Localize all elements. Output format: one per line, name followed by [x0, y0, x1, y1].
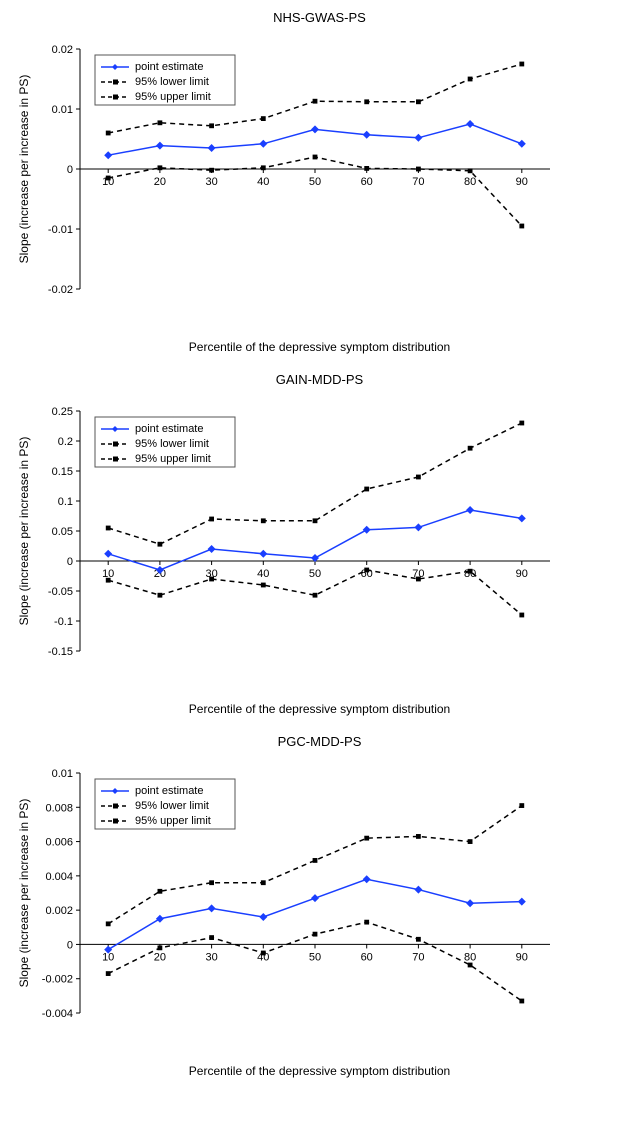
svg-text:point estimate: point estimate [135, 785, 203, 797]
charts-container: NHS-GWAS-PS-0.02-0.0100.010.021020304050… [10, 10, 629, 1078]
svg-text:0.006: 0.006 [45, 837, 73, 849]
svg-text:95% upper limit: 95% upper limit [135, 453, 211, 465]
svg-text:70: 70 [412, 176, 424, 188]
chart-svg: -0.15-0.1-0.0500.050.10.150.20.251020304… [10, 391, 570, 691]
svg-text:95% lower limit: 95% lower limit [135, 438, 209, 450]
svg-text:50: 50 [309, 176, 321, 188]
svg-text:0.15: 0.15 [52, 466, 73, 478]
svg-text:0.008: 0.008 [45, 802, 73, 814]
svg-text:40: 40 [257, 568, 269, 580]
chart-panel: NHS-GWAS-PS-0.02-0.0100.010.021020304050… [10, 10, 629, 354]
svg-text:0: 0 [67, 556, 73, 568]
svg-text:95% lower limit: 95% lower limit [135, 76, 209, 88]
svg-text:-0.15: -0.15 [48, 646, 73, 658]
svg-text:30: 30 [205, 176, 217, 188]
svg-text:0.25: 0.25 [52, 406, 73, 418]
x-axis-label: Percentile of the depressive symptom dis… [10, 1064, 629, 1078]
chart-svg: -0.004-0.00200.0020.0040.0060.0080.01102… [10, 753, 570, 1053]
svg-text:-0.05: -0.05 [48, 586, 73, 598]
svg-text:0.1: 0.1 [58, 496, 73, 508]
svg-text:Slope (increase per increase i: Slope (increase per increase in PS) [17, 437, 31, 626]
svg-text:point estimate: point estimate [135, 423, 203, 435]
svg-text:80: 80 [464, 951, 476, 963]
svg-text:80: 80 [464, 176, 476, 188]
chart-title: NHS-GWAS-PS [10, 10, 629, 25]
svg-text:0.01: 0.01 [52, 104, 73, 116]
svg-text:0.004: 0.004 [45, 871, 73, 883]
chart-panel: GAIN-MDD-PS -0.15 -0.1 -0.05 0 0.05 0.1 0.15 0.2… [10, 372, 629, 716]
svg-text:50: 50 [309, 951, 321, 963]
svg-text:0.002: 0.002 [45, 905, 73, 917]
chart-panel: PGC-MDD-PS -0.004 -0.002 0 0.002 0.004 0.006 0.… [10, 734, 629, 1078]
svg-text:95% upper limit: 95% upper limit [135, 815, 211, 827]
svg-text:90: 90 [516, 176, 528, 188]
svg-text:70: 70 [412, 951, 424, 963]
svg-text:90: 90 [516, 951, 528, 963]
svg-text:30: 30 [205, 951, 217, 963]
x-axis-label: Percentile of the depressive symptom dis… [10, 340, 629, 354]
svg-text:0.05: 0.05 [52, 526, 73, 538]
svg-text:-0.002: -0.002 [42, 974, 73, 986]
svg-text:0: 0 [67, 939, 73, 951]
svg-text:-0.004: -0.004 [42, 1008, 73, 1020]
svg-text:50: 50 [309, 568, 321, 580]
svg-text:Slope (increase per increase i: Slope (increase per increase in PS) [17, 799, 31, 988]
svg-text:Slope (increase per increase i: Slope (increase per increase in PS) [17, 75, 31, 264]
svg-text:60: 60 [361, 176, 373, 188]
svg-text:point estimate: point estimate [135, 61, 203, 73]
chart-title: GAIN-MDD-PS [10, 372, 629, 387]
svg-text:90: 90 [516, 568, 528, 580]
svg-text:20: 20 [154, 951, 166, 963]
svg-text:-0.02: -0.02 [48, 284, 73, 296]
svg-text:-0.01: -0.01 [48, 224, 73, 236]
svg-text:0.01: 0.01 [52, 768, 73, 780]
chart-title: PGC-MDD-PS [10, 734, 629, 749]
svg-text:0.2: 0.2 [58, 436, 73, 448]
chart-svg: -0.02-0.0100.010.02102030405060708090Slo… [10, 29, 570, 329]
svg-text:60: 60 [361, 951, 373, 963]
svg-text:-0.1: -0.1 [54, 616, 73, 628]
svg-text:0: 0 [67, 164, 73, 176]
svg-text:95% lower limit: 95% lower limit [135, 800, 209, 812]
svg-text:95% upper limit: 95% upper limit [135, 91, 211, 103]
x-axis-label: Percentile of the depressive symptom dis… [10, 702, 629, 716]
svg-text:0.02: 0.02 [52, 44, 73, 56]
svg-text:40: 40 [257, 176, 269, 188]
svg-text:20: 20 [154, 176, 166, 188]
